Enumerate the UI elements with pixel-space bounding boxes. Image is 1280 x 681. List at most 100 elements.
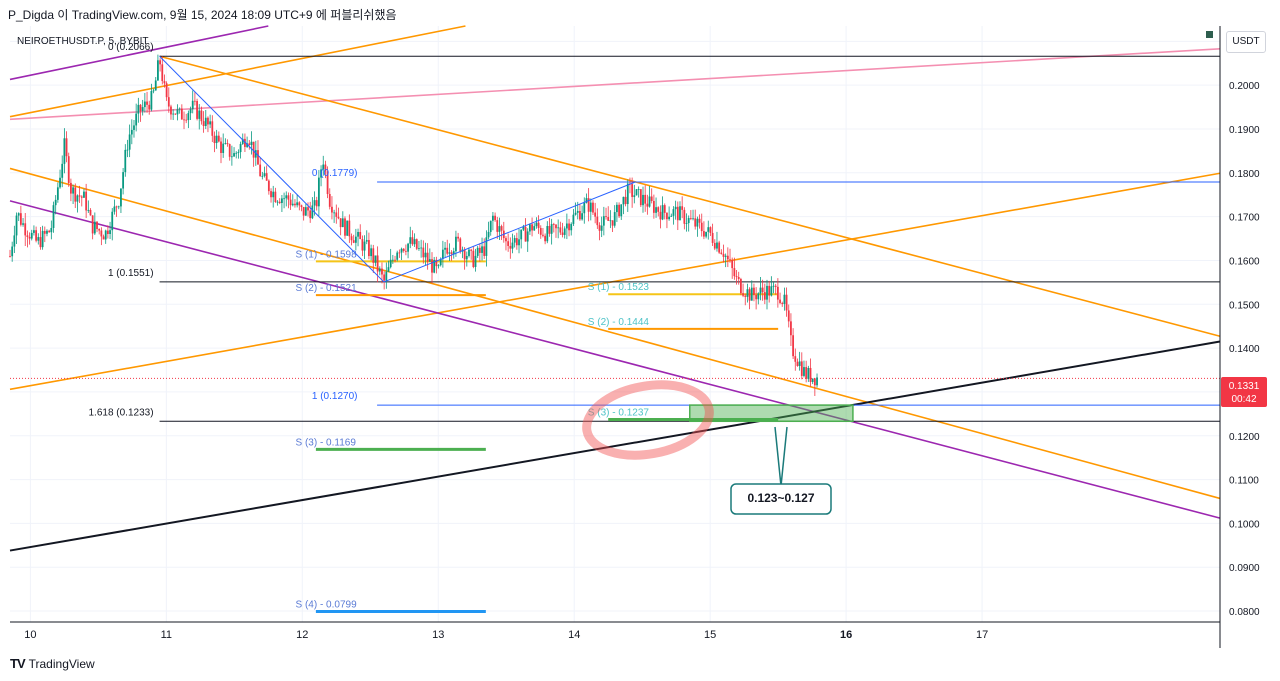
candle-body (659, 211, 662, 220)
candle-body (676, 206, 679, 221)
candle-body (539, 227, 542, 235)
candle-body (126, 149, 129, 151)
candle-body (589, 202, 592, 212)
candle-body (291, 203, 294, 206)
axes (10, 26, 1221, 648)
candle-body (41, 230, 44, 248)
candle-body (718, 242, 721, 253)
candle-body (505, 238, 507, 242)
candle-body (167, 97, 170, 107)
candle-body (274, 191, 277, 203)
candle-body (698, 218, 701, 223)
candle-body (370, 248, 372, 257)
candle-body (642, 194, 644, 206)
candle-body (152, 90, 155, 92)
candle-body (394, 259, 396, 261)
candle-body (685, 223, 688, 224)
support-label: S (3) - 0.1169 (296, 437, 357, 448)
trend-line (9, 340, 1221, 552)
support-label: S (4) - 0.0799 (296, 599, 358, 610)
candle-body (770, 286, 773, 296)
candle-body (757, 293, 760, 300)
candle-body (9, 256, 11, 257)
candle-body (700, 222, 703, 232)
candle-body (193, 100, 196, 102)
candle-body (418, 248, 420, 249)
candle-body (616, 204, 618, 213)
candle-body (248, 143, 251, 145)
candle-body (407, 243, 409, 252)
x-axis-ticks: 10 11 12 13 14 15 16 17 (24, 629, 988, 641)
candle-body (180, 108, 183, 120)
candle-body (298, 202, 301, 206)
candle-body (672, 209, 675, 216)
candle-body (157, 60, 159, 81)
candles (9, 54, 818, 397)
candle-body (350, 236, 353, 241)
candle-body (574, 212, 577, 215)
candle-body (800, 361, 803, 376)
candle-body (524, 226, 527, 242)
candle-body (472, 250, 475, 267)
candle-body (644, 194, 647, 204)
candle-body (59, 177, 61, 188)
candle-body (648, 196, 651, 207)
candle-body (611, 220, 614, 226)
candle-body (344, 218, 346, 236)
candle-body (304, 207, 307, 216)
candle-body (368, 240, 370, 257)
support-label: S (1) - 0.1523 (588, 282, 650, 293)
candle-body (428, 259, 431, 262)
candle-body (198, 110, 201, 119)
candle-body (191, 100, 194, 110)
candle-body (322, 164, 325, 170)
candle-body (120, 188, 122, 207)
candle-body (272, 191, 275, 198)
candle-body (85, 191, 88, 211)
x-tick-label: 17 (976, 629, 988, 641)
candle-body (250, 141, 253, 145)
annotations: 0 (0.2066) 0 (0.1779) 1 (0.1551) 1 (0.1270)… (88, 42, 832, 610)
candle-body (620, 204, 623, 217)
candle-body (552, 224, 555, 225)
candle-body (487, 231, 490, 238)
candle-body (65, 138, 68, 157)
currency-button[interactable]: USDT (1226, 31, 1266, 53)
candle-body (315, 200, 318, 207)
candle-body (202, 121, 205, 127)
candle-body (496, 220, 499, 232)
candle-body (87, 209, 90, 211)
candle-body (67, 156, 70, 183)
candle-body (537, 222, 540, 228)
candle-body (226, 143, 229, 145)
candle-body (805, 367, 808, 379)
candle-body (668, 216, 671, 220)
candle-body (687, 218, 690, 224)
candle-body (531, 224, 533, 231)
candle-body (400, 248, 403, 253)
candle-body (809, 367, 812, 382)
candle-body (600, 225, 603, 231)
candle-body (46, 230, 48, 234)
candle-body (17, 213, 20, 216)
symbol-label: NEIROETHUSDT.P, 5, BYBIT (17, 36, 149, 47)
candle-body (483, 246, 486, 256)
candle-body (102, 236, 105, 240)
candle-body (650, 196, 653, 201)
candle-body (742, 293, 744, 296)
candle-body (585, 198, 588, 203)
candle-body (254, 150, 257, 158)
candle-body (115, 206, 118, 208)
candle-body (561, 232, 564, 235)
candle-body (507, 241, 510, 246)
candle-body (335, 212, 338, 217)
candle-body (435, 259, 438, 267)
candle-body (637, 189, 640, 190)
candle-body (211, 121, 214, 136)
candle-body (309, 210, 312, 219)
candle-body (518, 239, 520, 246)
brand-label: TradingView (28, 656, 95, 671)
candle-body (635, 189, 638, 196)
candle-body (63, 138, 66, 164)
